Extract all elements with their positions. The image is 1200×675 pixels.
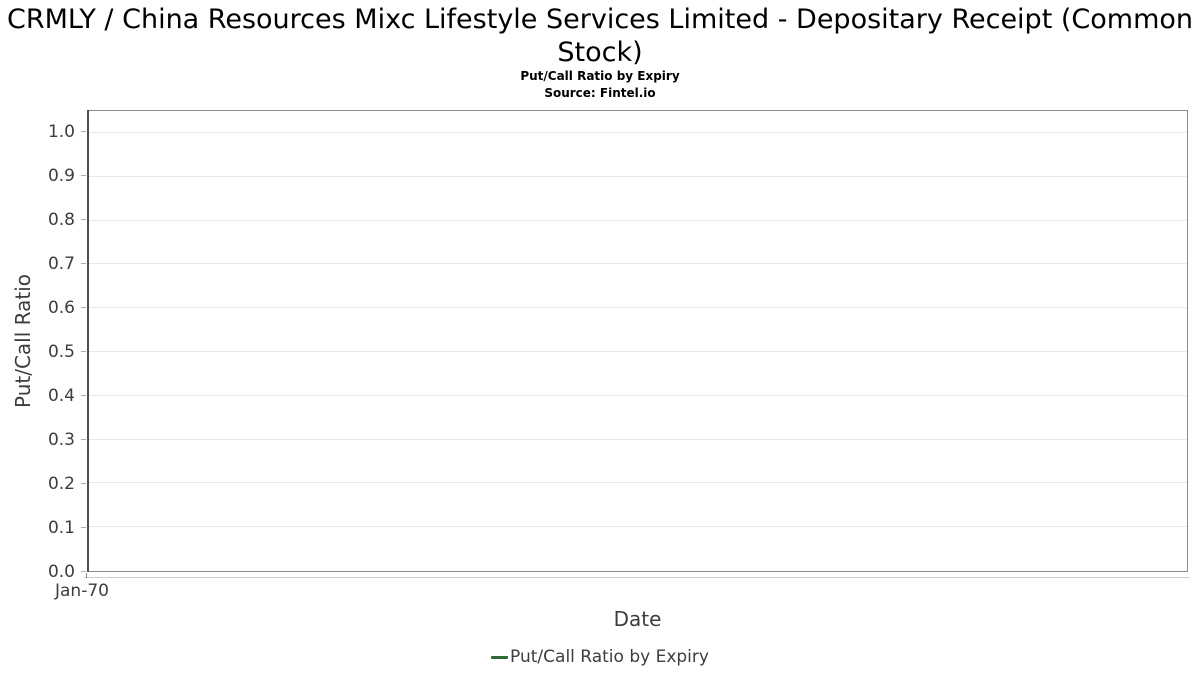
- legend[interactable]: Put/Call Ratio by Expiry: [0, 646, 1200, 668]
- y-tick-label: 0.6: [47, 298, 75, 318]
- y-tick-label: 0.1: [47, 518, 75, 538]
- y-tick-label: 0.0: [47, 562, 75, 582]
- y-gridline: [89, 131, 1187, 133]
- y-gridline: [89, 482, 1187, 484]
- y-gridline: [89, 307, 1187, 309]
- series-line-layer: [88, 111, 1187, 571]
- x-axis-line: [84, 577, 1190, 578]
- y-tick-label: 0.4: [47, 386, 75, 406]
- y-tick-label: 1.0: [47, 122, 75, 142]
- y-tick-mark: [81, 439, 86, 440]
- y-gridline: [89, 219, 1187, 221]
- y-gridline: [89, 526, 1187, 528]
- chart-subtitle: Put/Call Ratio by Expiry: [520, 69, 680, 83]
- y-tick-label: 0.7: [47, 254, 75, 275]
- plot-area: [87, 110, 1188, 572]
- y-tick-mark: [81, 307, 86, 308]
- y-tick-mark: [81, 351, 86, 352]
- y-tick-mark: [81, 219, 86, 220]
- y-axis-tick-labels: 0.0 0.1 0.2 0.3 0.4 0.5 0.6 0.7 0.8 0.9 1.0: [0, 110, 79, 582]
- legend-line-swatch: [491, 655, 509, 659]
- y-tick-label: 0.5: [47, 342, 75, 362]
- x-tick-label: Jan-70: [55, 581, 109, 601]
- y-tick-label: 0.8: [47, 210, 75, 230]
- y-gridline: [89, 350, 1187, 352]
- chart-title: CRMLY / China Resources Mixc Lifestyle S…: [6, 4, 1194, 68]
- y-tick-mark: [81, 483, 86, 484]
- y-gridline: [89, 263, 1187, 265]
- y-tick-mark: [81, 571, 86, 572]
- x-tick-mark: [86, 573, 87, 578]
- y-tick-mark: [81, 527, 86, 528]
- y-gridline: [89, 175, 1187, 177]
- y-axis-tick-marks: [81, 110, 86, 572]
- y-tick-label: 0.2: [47, 474, 75, 494]
- legend-label: Put/Call Ratio by Expiry: [510, 647, 709, 667]
- y-gridline: [89, 394, 1187, 396]
- y-tick-mark: [81, 263, 86, 265]
- y-axis-spine: [87, 110, 89, 572]
- chart-source: Source: Fintel.io: [544, 86, 656, 100]
- y-tick-label: 0.9: [47, 166, 75, 186]
- y-tick-mark: [81, 395, 86, 396]
- y-tick-mark: [81, 131, 86, 132]
- y-tick-mark: [81, 175, 86, 176]
- y-gridline: [89, 438, 1187, 440]
- x-axis-title: Date: [613, 607, 662, 631]
- y-tick-label: 0.3: [47, 430, 75, 450]
